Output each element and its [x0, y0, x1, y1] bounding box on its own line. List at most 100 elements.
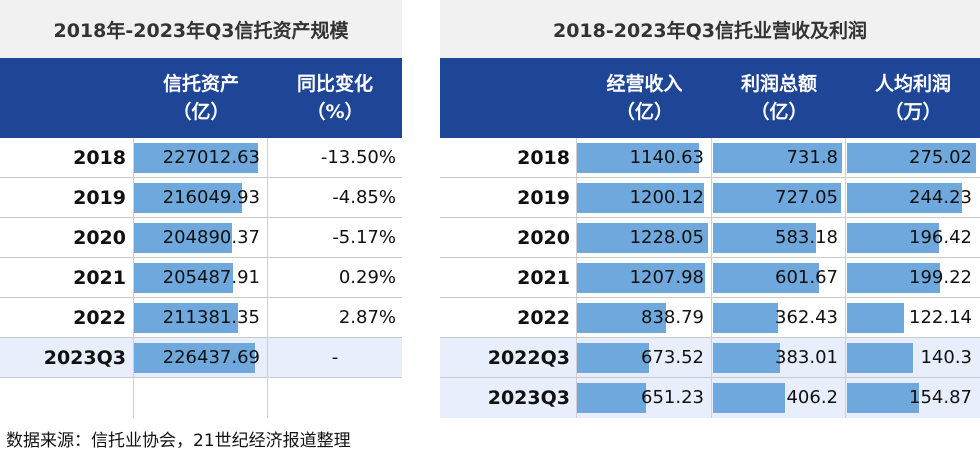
revenue-cell: 1140.63	[577, 143, 708, 173]
per-capita-value: 199.22	[909, 267, 972, 288]
revenue-profit-panel: 2018-2023年Q3信托业营收及利润 经营收入 （亿） 利润总额 （亿） 人…	[440, 0, 980, 418]
revenue-cell: 1228.05	[577, 223, 708, 253]
asset-row: 2018 227012.63 -13.50%	[0, 138, 402, 178]
per-capita-bar	[847, 263, 940, 293]
profit-cell: 731.8	[713, 143, 842, 173]
revenue-row-year: 2022	[517, 307, 570, 329]
revenue-profit-title: 2018-2023年Q3信托业营收及利润	[440, 0, 980, 58]
revenue-row-year: 2019	[517, 187, 570, 209]
asset-row-year: 2021	[73, 267, 126, 289]
asset-value: 204890.37	[162, 227, 260, 248]
revenue-cell: 1200.12	[577, 183, 708, 213]
header-yoy-label: 同比变化	[296, 73, 373, 95]
asset-cell: 211381.35	[134, 303, 264, 333]
revenue-row: 2021 1207.98 601.67 199.22	[440, 258, 980, 298]
profit-bar	[713, 223, 816, 253]
revenue-row-year: 2022Q3	[487, 347, 570, 369]
per-capita-cell: 196.42	[847, 223, 976, 253]
header-revenue-label: 经营收入	[606, 73, 683, 95]
profit-cell: 727.05	[713, 183, 842, 213]
per-capita-cell: 199.22	[847, 263, 976, 293]
asset-row-year: 2020	[73, 227, 126, 249]
header-assets-label: 信托资产	[162, 73, 239, 95]
asset-row: 2023Q3 226437.69 -	[0, 338, 402, 378]
header-revenue-unit: （亿）	[615, 101, 673, 123]
revenue-bar	[577, 343, 649, 373]
revenue-cell: 651.23	[577, 383, 708, 413]
revenue-row-year: 2023Q3	[487, 387, 570, 409]
revenue-row: 2023Q3 651.23 406.2 154.87	[440, 378, 980, 418]
column-divider	[711, 138, 712, 418]
asset-value: 226437.69	[162, 347, 260, 368]
revenue-row-year: 2018	[517, 147, 570, 169]
revenue-row: 2022 838.79 362.43 122.14	[440, 298, 980, 338]
header-per-capita-label: 人均利润	[874, 73, 951, 95]
asset-row-yoy: -13.50%	[320, 147, 396, 168]
per-capita-cell: 275.02	[847, 143, 976, 173]
asset-row: 2022 211381.35 2.87%	[0, 298, 402, 338]
header-profit-label: 利润总额	[740, 73, 817, 95]
revenue-value: 673.52	[641, 347, 704, 368]
asset-bar	[134, 183, 242, 213]
asset-row-year: 2022	[73, 307, 126, 329]
per-capita-value: 244.23	[909, 187, 972, 208]
per-capita-bar	[847, 143, 976, 173]
asset-row-yoy: 0.29%	[338, 267, 396, 288]
asset-value: 216049.93	[162, 187, 260, 208]
asset-row-year: 2018	[73, 147, 126, 169]
profit-bar	[713, 183, 841, 213]
revenue-cell: 838.79	[577, 303, 708, 333]
profit-cell: 362.43	[713, 303, 842, 333]
asset-row-yoy: -5.17%	[332, 227, 396, 248]
revenue-value: 1228.05	[629, 227, 704, 248]
revenue-value: 1207.98	[629, 267, 704, 288]
per-capita-value: 140.3	[920, 347, 972, 368]
revenue-bar	[577, 303, 666, 333]
per-capita-bar	[847, 223, 939, 253]
asset-scale-panel: 2018年-2023年Q3信托资产规模 信托资产 （亿） 同比变化 （%） 20…	[0, 0, 402, 418]
column-divider	[267, 138, 268, 418]
profit-value: 406.2	[786, 387, 838, 408]
asset-row-yoy: 2.87%	[338, 307, 396, 328]
asset-row: 2019 216049.93 -4.85%	[0, 178, 402, 218]
header-yoy: 同比变化 （%）	[268, 58, 402, 138]
profit-bar	[713, 343, 780, 373]
revenue-bar	[577, 143, 699, 173]
profit-value: 731.8	[786, 147, 838, 168]
per-capita-cell: 140.3	[847, 343, 976, 373]
asset-cell: 205487.91	[134, 263, 264, 293]
asset-cell: 226437.69	[134, 343, 264, 373]
asset-bar	[134, 343, 255, 373]
profit-value: 583.18	[775, 227, 838, 248]
revenue-bar	[577, 263, 705, 293]
asset-row: 2020 204890.37 -5.17%	[0, 218, 402, 258]
revenue-row-year: 2020	[517, 227, 570, 249]
per-capita-bar	[847, 183, 962, 213]
profit-value: 362.43	[775, 307, 838, 328]
asset-bar	[134, 263, 233, 293]
per-capita-value: 154.87	[909, 387, 972, 408]
profit-bar	[713, 143, 842, 173]
revenue-profit-header: 经营收入 （亿） 利润总额 （亿） 人均利润 （万）	[440, 58, 980, 138]
asset-value: 205487.91	[162, 267, 260, 288]
per-capita-cell: 244.23	[847, 183, 976, 213]
per-capita-value: 275.02	[909, 147, 972, 168]
asset-scale-title: 2018年-2023年Q3信托资产规模	[0, 0, 402, 58]
per-capita-value: 122.14	[909, 307, 972, 328]
revenue-value: 651.23	[641, 387, 704, 408]
per-capita-bar	[847, 383, 919, 413]
per-capita-cell: 122.14	[847, 303, 976, 333]
header-profit: 利润总额 （亿）	[712, 58, 846, 138]
asset-cell: 204890.37	[134, 223, 264, 253]
header-revenue: 经营收入 （亿）	[577, 58, 712, 138]
revenue-value: 1140.63	[629, 147, 704, 168]
revenue-row: 2020 1228.05 583.18 196.42	[440, 218, 980, 258]
per-capita-value: 196.42	[909, 227, 972, 248]
column-divider	[576, 138, 577, 418]
profit-value: 727.05	[775, 187, 838, 208]
asset-row-year: 2019	[73, 187, 126, 209]
asset-bar	[134, 143, 258, 173]
revenue-row: 2019 1200.12 727.05 244.23	[440, 178, 980, 218]
revenue-bar	[577, 223, 708, 253]
asset-cell: 216049.93	[134, 183, 264, 213]
